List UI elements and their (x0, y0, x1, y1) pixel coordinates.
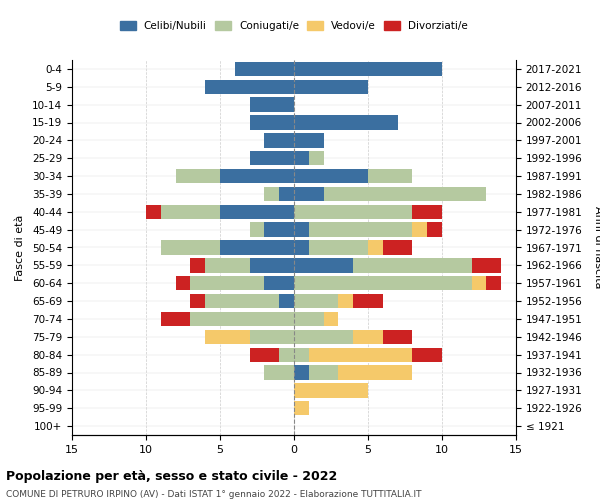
Bar (294, 204, 412, 219)
Bar (294, 62, 442, 76)
Text: COMUNE DI PETRURO IRPINO (AV) - Dati ISTAT 1° gennaio 2022 - Elaborazione TUTTIT: COMUNE DI PETRURO IRPINO (AV) - Dati IST… (6, 490, 421, 499)
Bar (294, 276, 472, 290)
Bar (190, 294, 205, 308)
Bar (294, 169, 368, 183)
Bar (205, 80, 294, 94)
Bar (265, 222, 294, 237)
Bar (161, 240, 220, 254)
Bar (309, 222, 412, 237)
Bar (412, 204, 442, 219)
Bar (205, 258, 250, 272)
Bar (338, 294, 353, 308)
Bar (265, 133, 294, 148)
Bar (294, 133, 323, 148)
Bar (265, 276, 294, 290)
Bar (294, 294, 338, 308)
Bar (472, 276, 487, 290)
Bar (353, 258, 472, 272)
Bar (294, 116, 398, 130)
Bar (487, 276, 501, 290)
Bar (412, 222, 427, 237)
Bar (161, 312, 190, 326)
Bar (176, 276, 190, 290)
Bar (250, 151, 294, 166)
Bar (412, 348, 442, 362)
Bar (250, 258, 294, 272)
Bar (353, 330, 383, 344)
Y-axis label: Fasce di età: Fasce di età (15, 214, 25, 280)
Bar (205, 294, 279, 308)
Bar (294, 258, 353, 272)
Bar (383, 330, 412, 344)
Bar (265, 187, 279, 201)
Y-axis label: Anni di nascita: Anni di nascita (593, 206, 600, 289)
Bar (294, 348, 309, 362)
Bar (427, 222, 442, 237)
Text: Popolazione per età, sesso e stato civile - 2022: Popolazione per età, sesso e stato civil… (6, 470, 337, 483)
Bar (250, 116, 294, 130)
Bar (279, 294, 294, 308)
Bar (279, 187, 294, 201)
Legend: Celibi/Nubili, Coniugati/e, Vedovi/e, Divorziati/e: Celibi/Nubili, Coniugati/e, Vedovi/e, Di… (116, 16, 472, 35)
Bar (294, 240, 309, 254)
Bar (235, 62, 294, 76)
Bar (250, 222, 265, 237)
Bar (250, 330, 294, 344)
Bar (161, 204, 220, 219)
Bar (205, 330, 250, 344)
Bar (190, 258, 205, 272)
Bar (368, 169, 412, 183)
Bar (146, 204, 161, 219)
Bar (472, 258, 501, 272)
Bar (220, 204, 294, 219)
Bar (294, 187, 323, 201)
Bar (294, 366, 309, 380)
Bar (294, 330, 353, 344)
Bar (338, 366, 412, 380)
Bar (309, 151, 323, 166)
Bar (353, 294, 383, 308)
Bar (294, 383, 368, 398)
Bar (279, 348, 294, 362)
Bar (294, 151, 309, 166)
Bar (309, 366, 338, 380)
Bar (309, 240, 368, 254)
Bar (294, 312, 323, 326)
Bar (309, 348, 412, 362)
Bar (220, 169, 294, 183)
Bar (250, 98, 294, 112)
Bar (265, 366, 294, 380)
Bar (383, 240, 412, 254)
Bar (294, 222, 309, 237)
Bar (190, 276, 265, 290)
Bar (294, 80, 368, 94)
Bar (294, 401, 309, 415)
Bar (323, 312, 338, 326)
Bar (190, 312, 294, 326)
Bar (323, 187, 487, 201)
Bar (176, 169, 220, 183)
Bar (220, 240, 294, 254)
Bar (368, 240, 383, 254)
Bar (250, 348, 279, 362)
